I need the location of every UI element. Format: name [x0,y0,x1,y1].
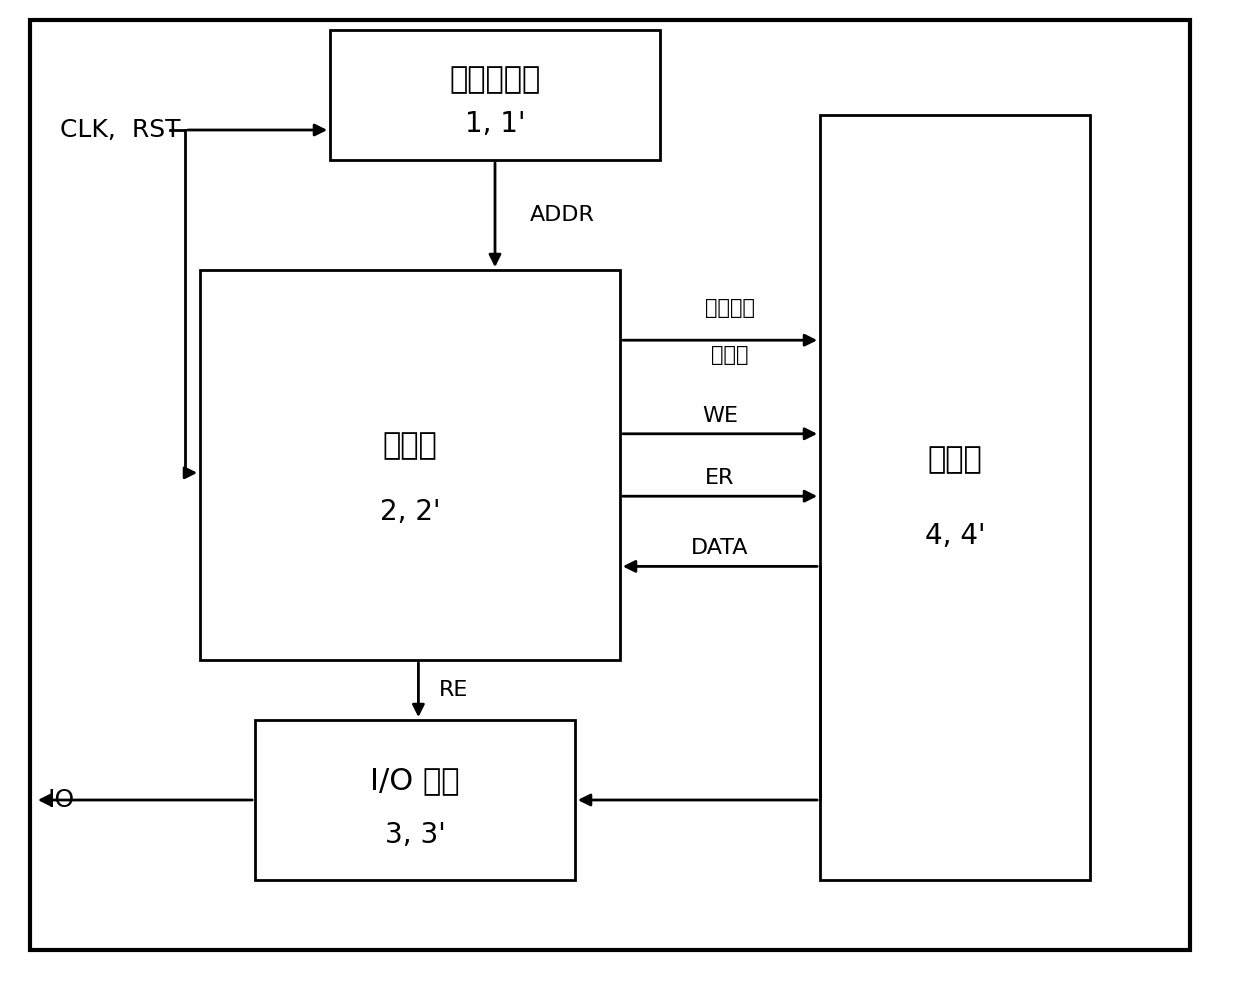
Text: 3, 3': 3, 3' [384,821,445,850]
Text: RE: RE [439,680,467,700]
Text: 1, 1': 1, 1' [465,110,526,137]
Text: 地址计数器: 地址计数器 [449,65,541,94]
Text: 存储器: 存储器 [928,444,982,474]
Bar [330,30,660,160]
Text: 址信号: 址信号 [712,345,749,365]
Text: ER: ER [706,468,734,489]
Text: DATA: DATA [691,539,749,558]
Bar [200,270,620,660]
Text: 4, 4': 4, 4' [925,522,986,549]
Text: 控制器: 控制器 [383,431,438,460]
Text: WE: WE [702,406,738,426]
Text: CLK,  RST: CLK, RST [60,118,181,142]
Bar [255,720,575,880]
Bar [820,115,1090,880]
Text: IO: IO [48,788,76,812]
Text: I/O 接口: I/O 接口 [371,766,460,796]
Text: 存储器地: 存储器地 [706,298,755,318]
Text: ADDR: ADDR [529,205,595,225]
Text: 2, 2': 2, 2' [379,497,440,526]
